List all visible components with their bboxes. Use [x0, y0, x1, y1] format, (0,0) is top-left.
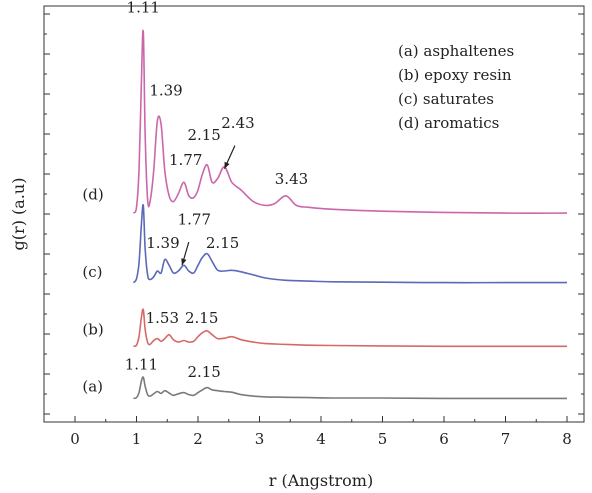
legend-entry: (b) epoxy resin: [398, 66, 512, 84]
peak-annotation: 2.15: [185, 309, 218, 327]
peak-annotation: 1.39: [146, 234, 179, 252]
x-tick-label: 5: [378, 430, 388, 448]
series-line-a: [133, 376, 567, 400]
peak-annotation: 1.39: [149, 81, 182, 99]
x-axis-label: r (Angstrom): [269, 471, 373, 490]
series-line-c: [132, 203, 567, 284]
legend-entry: (c) saturates: [398, 90, 494, 108]
x-tick-label: 6: [439, 430, 449, 448]
curve-label: (b): [82, 321, 103, 339]
peak-annotation: 2.15: [187, 363, 220, 381]
x-tick-label: 8: [562, 430, 572, 448]
x-tick-label: 1: [132, 430, 142, 448]
series-line-b: [133, 308, 567, 348]
legend-entry: (d) aromatics: [398, 114, 499, 132]
x-tick-label: 7: [501, 430, 511, 448]
curve-label: (d): [82, 186, 103, 204]
peak-annotation: 1.11: [125, 355, 158, 373]
x-tick-label: 4: [316, 430, 326, 448]
arrow-head: [224, 161, 230, 169]
legend-entry: (a) asphaltenes: [398, 42, 514, 60]
curve-label: (c): [82, 263, 102, 281]
peak-annotation: 1.77: [169, 151, 202, 169]
peak-annotation: 1.53: [146, 309, 179, 327]
x-tick-label: 0: [70, 430, 80, 448]
peak-annotation: 1.11: [127, 0, 160, 16]
x-tick-label: 3: [255, 430, 265, 448]
y-axis-label: g(r) (a.u): [9, 178, 28, 251]
peak-annotation: 2.15: [187, 126, 220, 144]
peak-annotation: 1.77: [178, 211, 211, 229]
x-tick-label: 2: [193, 430, 203, 448]
arrow-head: [181, 258, 187, 266]
legend: (a) asphaltenes (b) epoxy resin (c) satura…: [398, 42, 514, 132]
peak-annotation: 3.43: [275, 170, 308, 188]
curve-label: (a): [82, 377, 103, 395]
series-line-d: [132, 29, 568, 214]
peak-annotation: 2.15: [206, 234, 239, 252]
peak-annotation: 2.43: [221, 114, 254, 132]
